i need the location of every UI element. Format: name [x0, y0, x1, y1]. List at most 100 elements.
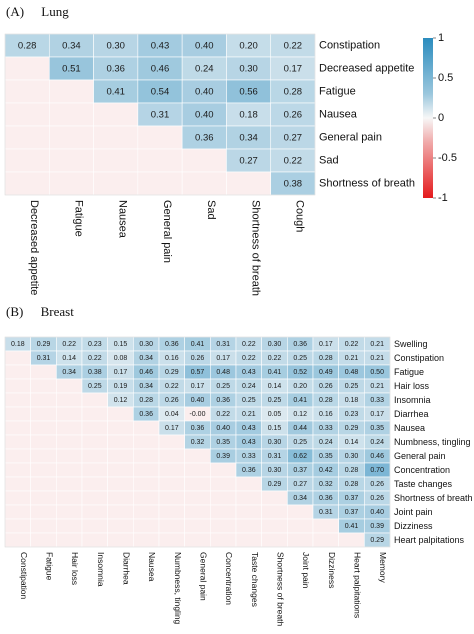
breast-cell-value: 0.28	[319, 397, 333, 404]
breast-cell	[158, 490, 185, 506]
lung-cell-value: 0.30	[239, 64, 258, 75]
breast-column-label: Insomnia	[96, 552, 106, 587]
breast-cell	[158, 476, 185, 492]
breast-cell-value: 0.17	[370, 411, 384, 418]
breast-cell-value: 0.28	[319, 355, 333, 362]
breast-row-label: Joint pain	[394, 507, 433, 517]
breast-cell-value: 0.32	[319, 481, 333, 488]
breast-cell	[261, 504, 288, 520]
breast-row-label: Taste changes	[394, 479, 453, 489]
breast-cell-value: 0.28	[345, 481, 359, 488]
breast-cell	[81, 406, 108, 422]
lung-column-label: Shortness of breath	[249, 200, 261, 296]
breast-cell-value: 0.36	[191, 425, 205, 432]
breast-cell-value: 0.31	[216, 341, 230, 348]
breast-cell-value: 0.36	[319, 495, 333, 502]
breast-cell	[158, 434, 185, 450]
breast-cell-value: 0.16	[319, 411, 333, 418]
breast-cell-value: 0.25	[293, 355, 307, 362]
breast-cell	[133, 420, 160, 436]
breast-cell	[158, 518, 185, 534]
breast-cell-value: 0.46	[370, 453, 384, 460]
breast-cell-value: 0.15	[114, 341, 128, 348]
breast-cell-value: 0.24	[242, 383, 256, 390]
breast-cell	[184, 476, 211, 492]
lung-row-label: Decreased appetite	[319, 63, 414, 75]
breast-cell	[4, 476, 31, 492]
breast-column-label: Fatigue	[44, 552, 54, 581]
breast-cell-value: 0.29	[165, 369, 179, 376]
breast-cell-value: 0.43	[242, 439, 256, 446]
breast-cell	[107, 490, 134, 506]
breast-cell-value: 0.24	[319, 439, 333, 446]
breast-cell-value: 0.39	[370, 523, 384, 530]
lung-cell	[93, 171, 139, 196]
breast-column-label: Constipation	[19, 552, 29, 600]
breast-cell-value: 0.16	[165, 355, 179, 362]
breast-cell-value: 0.25	[216, 383, 230, 390]
lung-row-label: Constipation	[319, 40, 380, 52]
color-legend-ticks: 1 0.5 0 -0.5 -1	[433, 32, 457, 204]
breast-cell-value: 0.24	[370, 439, 384, 446]
breast-cell-value: 0.17	[319, 341, 333, 348]
breast-cell-value: 0.23	[345, 411, 359, 418]
breast-cell	[287, 504, 314, 520]
breast-cell	[30, 406, 57, 422]
lung-cell-value: 0.40	[195, 110, 214, 121]
breast-cell-value: 0.25	[293, 439, 307, 446]
lung-column-label: Cough	[294, 200, 306, 232]
breast-panel-title: Breast	[41, 304, 75, 319]
breast-row-label: Dizziness	[394, 521, 433, 531]
lung-column-labels: Decreased appetite Fatigue Nausea General p…	[28, 200, 306, 296]
breast-cell	[4, 364, 31, 380]
breast-column-label: Diarrhea	[121, 552, 131, 585]
breast-cell-value: 0.38	[88, 369, 102, 376]
lung-cell	[137, 125, 183, 150]
breast-cell-value: 0.29	[370, 537, 384, 544]
breast-cell	[56, 378, 83, 394]
breast-cell-value: 0.25	[242, 397, 256, 404]
breast-cell	[56, 406, 83, 422]
breast-cell-value: 0.41	[345, 523, 359, 530]
breast-cell-value: 0.37	[345, 495, 359, 502]
breast-cell-value: 0.14	[62, 355, 76, 362]
breast-cell	[30, 378, 57, 394]
breast-cell	[81, 476, 108, 492]
breast-cell-value: 0.40	[191, 397, 205, 404]
breast-cell-value: 0.34	[62, 369, 76, 376]
breast-cell-value: 0.21	[345, 355, 359, 362]
breast-cell	[312, 532, 339, 548]
breast-cell-value: 0.33	[242, 453, 256, 460]
breast-cell-value: 0.22	[216, 411, 230, 418]
breast-row-label: Hair loss	[394, 381, 430, 391]
breast-row-label: Swelling	[394, 339, 428, 349]
breast-cell-value: 0.21	[370, 341, 384, 348]
breast-cell-value: 0.29	[268, 481, 282, 488]
breast-cell	[81, 504, 108, 520]
breast-panel-label: (B) Breast	[6, 304, 74, 319]
breast-cell	[158, 448, 185, 464]
breast-row-label: General pain	[394, 451, 446, 461]
lung-row-label: Fatigue	[319, 86, 356, 98]
breast-cell-value: 0.22	[165, 383, 179, 390]
breast-panel: (B) Breast 0.18 0.29 0.22 0.23 0.15 0.30 0.36 0…	[4, 304, 473, 626]
lung-row-label: Sad	[319, 155, 339, 167]
lung-row-label: Shortness of breath	[319, 178, 415, 190]
breast-cell	[210, 490, 237, 506]
breast-cell-value: 0.43	[242, 425, 256, 432]
breast-cell-value: 0.14	[345, 439, 359, 446]
breast-cell-value: 0.28	[139, 397, 153, 404]
breast-cell	[210, 532, 237, 548]
lung-cell-value: 0.22	[284, 41, 303, 52]
breast-row-label: Diarrhea	[394, 409, 429, 419]
lung-cell-value: 0.36	[195, 133, 214, 144]
breast-cell	[30, 518, 57, 534]
legend-tick-label: 1	[438, 32, 444, 44]
breast-cell-value: 0.19	[114, 383, 128, 390]
breast-cell-value: 0.22	[62, 341, 76, 348]
lung-cell-value: 0.36	[106, 64, 125, 75]
breast-cell	[235, 476, 262, 492]
breast-cell-value: 0.22	[345, 341, 359, 348]
breast-cell	[133, 532, 160, 548]
